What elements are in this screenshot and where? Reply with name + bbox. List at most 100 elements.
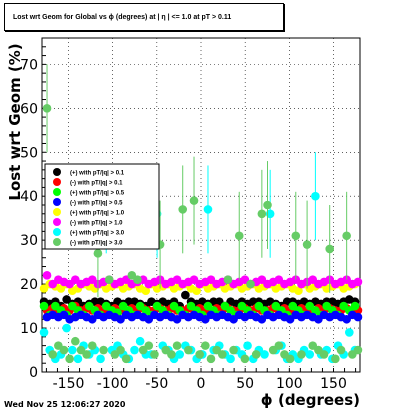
timestamp: Wed Nov 25 12:06:27 2020 — [4, 400, 126, 409]
legend-label: (-) with pT/|q| > 0.5 — [70, 201, 123, 207]
data-point — [223, 275, 233, 285]
data-point — [181, 290, 190, 300]
data-point — [195, 350, 204, 359]
y-tick-label: 60 — [20, 101, 38, 117]
x-tick-label: -100 — [97, 376, 129, 392]
data-point — [141, 286, 151, 295]
legend-label: (+) with pT/|q| > 3.0 — [70, 231, 125, 237]
data-point — [240, 354, 250, 364]
y-tick-label: 40 — [20, 189, 38, 205]
data-point — [178, 205, 188, 214]
legend-label: (-) with pT/|q| > 3.0 — [70, 241, 123, 247]
data-point — [93, 249, 103, 258]
data-point — [48, 350, 57, 359]
data-point — [353, 277, 363, 287]
y-tick-label: 20 — [20, 277, 38, 293]
series-group — [42, 64, 363, 364]
legend-label: (+) with pT/|q| > 1.0 — [70, 211, 125, 217]
data-point — [116, 345, 125, 355]
data-point — [150, 350, 159, 359]
data-point — [68, 345, 77, 355]
x-tick-label: 0 — [197, 376, 206, 392]
data-point — [144, 341, 154, 350]
data-point — [294, 286, 303, 295]
data-point — [325, 244, 335, 254]
legend-marker — [53, 188, 61, 196]
data-point — [42, 104, 52, 113]
data-point — [135, 336, 145, 346]
data-point — [342, 231, 351, 241]
data-point — [133, 275, 142, 285]
data-point — [39, 301, 49, 311]
data-point — [331, 354, 340, 364]
data-point — [42, 271, 52, 280]
data-point — [251, 350, 261, 359]
legend-marker — [53, 208, 61, 216]
data-point — [263, 200, 272, 210]
data-point — [226, 354, 235, 364]
y-tick-label: 10 — [20, 321, 38, 337]
data-point — [285, 354, 295, 364]
data-point — [291, 231, 301, 241]
data-point — [319, 350, 329, 359]
data-point — [130, 345, 139, 355]
data-point — [71, 336, 80, 346]
data-point — [59, 345, 69, 355]
data-point — [217, 350, 227, 359]
legend-box — [44, 163, 160, 250]
legend-marker — [53, 198, 61, 206]
data-point — [121, 354, 131, 364]
data-point — [234, 231, 244, 241]
x-tick-label: -150 — [53, 376, 85, 392]
data-point — [65, 354, 74, 364]
y-axis-label: Lost wrt Geom (%) — [6, 43, 24, 200]
legend-label: (-) with pT/|q| > 0.1 — [70, 181, 123, 187]
data-point — [184, 345, 193, 355]
data-point — [353, 312, 363, 322]
x-axis-label: ϕ (degrees) — [261, 391, 360, 409]
data-point — [104, 275, 114, 285]
data-point — [192, 286, 201, 295]
data-point — [99, 345, 108, 355]
data-point — [311, 191, 320, 201]
chart-title: Lost wrt Geom for Global vs ϕ (degrees) … — [13, 13, 232, 21]
data-point — [87, 341, 97, 350]
data-point — [172, 341, 182, 350]
data-point — [39, 328, 49, 337]
data-point — [345, 328, 354, 337]
data-point — [257, 209, 267, 219]
legend-marker — [53, 218, 61, 226]
y-tick-label: 70 — [20, 57, 38, 73]
chart-title-box: Lost wrt Geom for Global vs ϕ (degrees) … — [4, 3, 284, 31]
legend-marker — [53, 228, 61, 236]
data-point — [260, 350, 269, 359]
data-point — [350, 301, 360, 311]
data-point — [274, 341, 284, 350]
data-point — [189, 196, 199, 205]
data-point — [229, 345, 238, 355]
y-tick-label: 30 — [20, 233, 38, 249]
legend-label: (+) with pT/|q| > 0.5 — [70, 191, 125, 197]
data-point — [206, 354, 216, 364]
data-point — [302, 240, 312, 249]
data-point — [297, 350, 306, 359]
x-tick-label: 50 — [236, 376, 254, 392]
legend-marker — [53, 178, 61, 186]
data-point — [201, 341, 210, 350]
data-point — [203, 205, 213, 214]
data-point — [62, 323, 71, 333]
legend-marker — [53, 168, 61, 176]
data-point — [73, 354, 83, 364]
y-tick-label: 0 — [29, 365, 38, 381]
y-tick-label: 50 — [20, 145, 38, 161]
x-tick-label: 100 — [276, 376, 303, 392]
data-point — [167, 350, 176, 359]
data-point — [246, 279, 255, 289]
x-tick-label: 150 — [320, 376, 347, 392]
data-point — [82, 350, 91, 359]
legend-label: (+) with pT/|q| > 0.1 — [70, 171, 125, 177]
data-point — [353, 345, 363, 355]
legend-label: (-) with pT/|q| > 1.0 — [70, 221, 123, 227]
data-point — [175, 350, 185, 359]
